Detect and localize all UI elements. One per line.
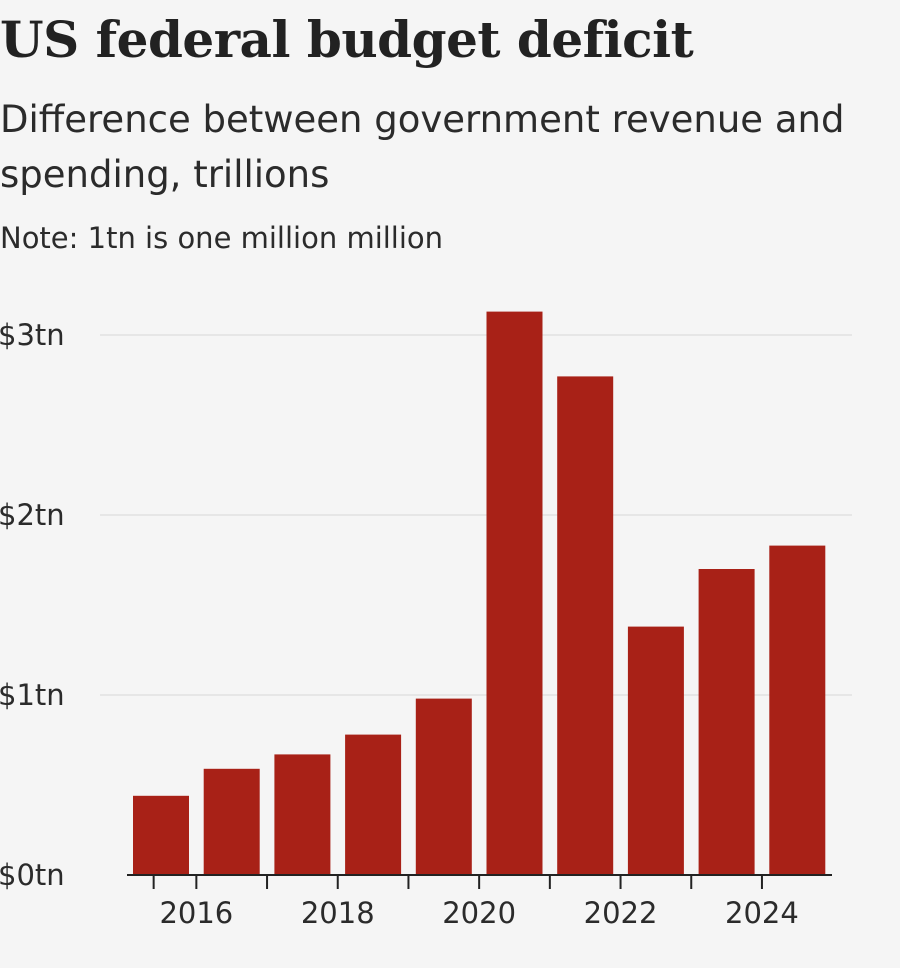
bar-2021 xyxy=(557,376,614,875)
bar-2015 xyxy=(133,795,189,875)
bar-2016 xyxy=(203,768,260,875)
y-tick-label: $3tn xyxy=(0,318,65,352)
bar-2019 xyxy=(415,698,472,875)
y-tick-label: $1tn xyxy=(0,678,65,712)
bars xyxy=(133,311,826,876)
chart-title: US federal budget deficit xyxy=(0,10,694,69)
x-tick-label: 2016 xyxy=(159,896,233,930)
bar-2017 xyxy=(274,754,331,875)
y-tick-label: $2tn xyxy=(0,498,65,532)
chart-note: Note: 1tn is one million million xyxy=(0,221,444,255)
x-axis xyxy=(127,874,832,889)
x-tick-label: 2018 xyxy=(301,896,375,930)
y-axis-labels: $0tn $1tn $2tn $3tn xyxy=(0,318,65,892)
x-tick-label: 2024 xyxy=(725,896,799,930)
x-tick-label: 2020 xyxy=(442,896,516,930)
bar-2023 xyxy=(698,569,755,875)
bar-2018 xyxy=(345,734,402,875)
x-axis-labels: 2016 2018 2020 2022 2024 xyxy=(159,896,798,930)
bar-2024 xyxy=(769,545,826,875)
y-tick-label: $0tn xyxy=(0,858,65,892)
bar-2022 xyxy=(627,626,684,875)
x-tick-label: 2022 xyxy=(584,896,658,930)
chart-subtitle: Difference between government revenue an… xyxy=(0,98,845,196)
bar-2020 xyxy=(486,311,543,876)
